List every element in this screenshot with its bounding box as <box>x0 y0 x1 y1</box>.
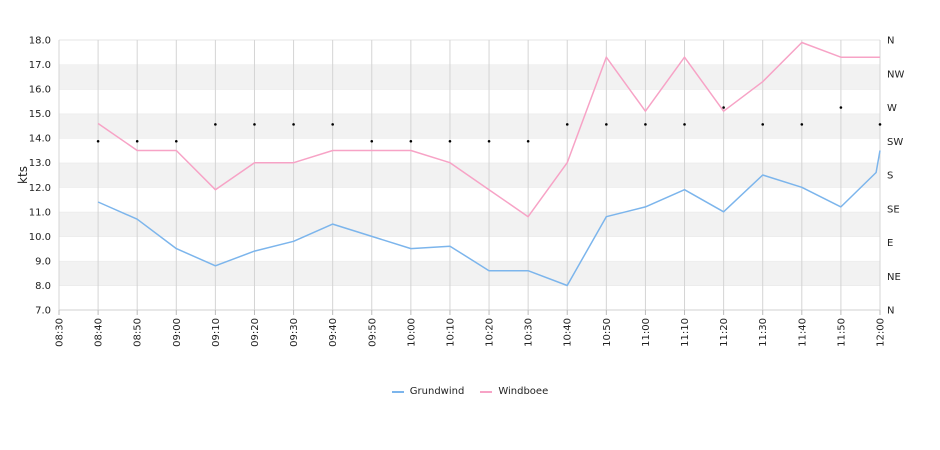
right-axis-label: NW <box>887 69 904 80</box>
x-tick-label: 10:50 <box>602 318 613 347</box>
direction-point <box>292 123 295 126</box>
direction-point <box>526 139 530 143</box>
plot-band <box>59 285 880 310</box>
y-tick-label: 15.0 <box>29 109 51 120</box>
x-tick-label: 11:50 <box>836 318 847 347</box>
plot-band <box>59 113 880 139</box>
legend-label: Windboee <box>498 386 549 397</box>
direction-point <box>135 139 139 143</box>
y-tick-label: 7.0 <box>35 306 51 317</box>
right-axis-label: NE <box>887 272 901 283</box>
direction-point <box>253 123 256 126</box>
plot-band <box>59 187 880 212</box>
x-tick-label: 10:00 <box>406 318 417 347</box>
right-axis-label: SE <box>887 204 900 215</box>
direction-point <box>174 139 178 143</box>
direction-point <box>644 123 647 126</box>
series-line-windboee <box>97 41 880 218</box>
x-tick-label: 12:00 <box>876 318 887 347</box>
y-tick-label: 9.0 <box>35 256 51 267</box>
direction-point <box>683 123 686 126</box>
legend: Grundwind Windboee <box>0 386 940 397</box>
direction-point <box>761 123 765 126</box>
x-tick-label: 09:30 <box>289 318 300 347</box>
direction-point <box>565 123 569 126</box>
direction-point <box>96 139 100 143</box>
plot-band <box>59 236 880 261</box>
direction-point <box>370 139 374 143</box>
legend-swatch <box>480 390 493 393</box>
x-tick-label: 09:40 <box>328 318 339 347</box>
x-tick-label: 08:50 <box>133 318 144 347</box>
x-axis-ticks: 08:30 08:40 08:50 09:00 09:10 09:20 09:30 09:40… <box>55 318 887 347</box>
direction-point <box>487 139 491 143</box>
plot-band <box>59 138 880 163</box>
x-tick-label: 11:40 <box>797 318 808 347</box>
legend-item-grundwind[interactable]: Grundwind <box>391 386 465 397</box>
x-tick-label: 09:50 <box>367 318 378 347</box>
direction-point <box>839 106 843 109</box>
direction-points <box>96 106 882 143</box>
right-axis-ticks: N NE E SE S SW W NW N <box>887 36 904 317</box>
direction-point <box>878 123 882 126</box>
direction-point <box>331 123 334 126</box>
x-tick-label: 11:10 <box>680 318 691 347</box>
direction-point <box>722 106 725 109</box>
x-tick-label: 09:20 <box>250 318 261 347</box>
x-tick-label: 08:40 <box>94 318 105 347</box>
right-axis-label: N <box>887 36 894 47</box>
y-tick-label: 12.0 <box>29 183 51 194</box>
x-tick-label: 10:30 <box>524 318 535 347</box>
x-tick-label: 11:20 <box>719 318 730 347</box>
x-tick-label: 10:20 <box>485 318 496 347</box>
plot-band <box>59 211 880 237</box>
legend-swatch <box>391 390 404 393</box>
x-tick-label: 10:10 <box>445 318 456 347</box>
y-tick-label: 8.0 <box>35 281 51 292</box>
y-tick-label: 10.0 <box>29 232 51 243</box>
x-tick-label: 11:30 <box>758 318 769 347</box>
series-lines <box>97 41 881 287</box>
x-tick-label: 11:00 <box>641 318 652 347</box>
x-tick-label: 08:30 <box>55 318 66 347</box>
direction-point <box>800 123 804 126</box>
x-tick-label: 09:00 <box>172 318 183 347</box>
y-tick-label: 13.0 <box>29 158 51 169</box>
right-axis-label: E <box>887 238 893 249</box>
plot-band <box>59 64 880 90</box>
plot-band <box>59 260 880 286</box>
y-tick-label: 14.0 <box>29 134 51 145</box>
legend-label: Grundwind <box>409 386 465 397</box>
right-axis-label: W <box>887 103 897 114</box>
plot-band <box>59 89 880 114</box>
y-tick-label: 16.0 <box>29 85 51 96</box>
x-tick-label: 10:40 <box>563 318 574 347</box>
right-axis-label: S <box>887 171 893 182</box>
y-axis-label: kts <box>16 166 30 184</box>
direction-point <box>448 139 452 143</box>
right-axis-label: SW <box>887 137 903 148</box>
x-tick-label: 09:10 <box>211 318 222 347</box>
y-tick-label: 11.0 <box>29 207 51 218</box>
plot-band <box>59 40 880 65</box>
plot-band <box>59 162 880 188</box>
right-axis-label: N <box>887 306 894 317</box>
plot-bands <box>59 39 880 311</box>
series-line-grundwind <box>97 150 881 287</box>
vertical-gridlines <box>58 40 881 315</box>
y-tick-label: 18.0 <box>29 36 51 47</box>
y-axis-ticks: 7.0 8.0 9.0 10.0 11.0 12.0 13.0 14.0 15.0 16.0 17.… <box>29 36 51 317</box>
y-tick-label: 17.0 <box>29 60 51 71</box>
legend-item-windboee[interactable]: Windboee <box>480 386 548 397</box>
direction-point <box>605 123 608 126</box>
direction-point <box>409 139 413 143</box>
direction-point <box>214 123 217 126</box>
